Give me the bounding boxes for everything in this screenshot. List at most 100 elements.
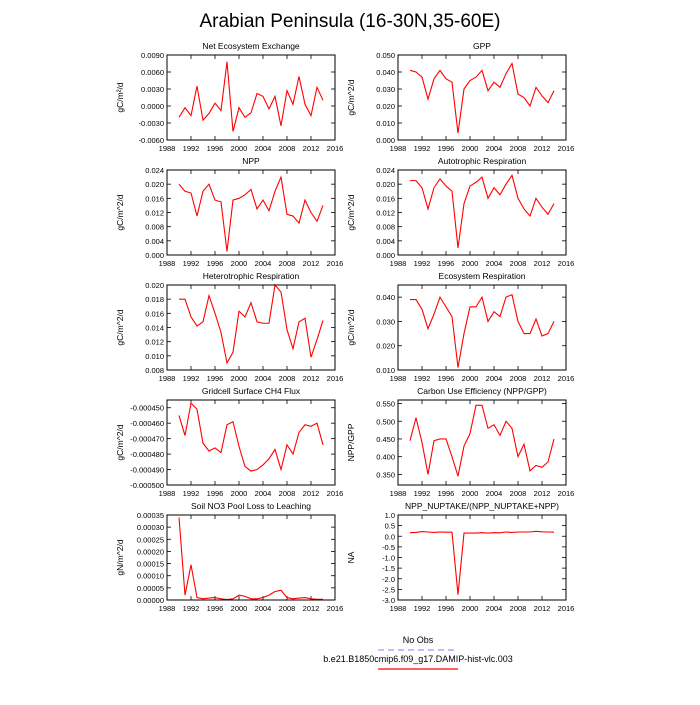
y-tick-label: 0.550 bbox=[376, 400, 395, 409]
y-tick-label: 0.008 bbox=[145, 223, 164, 232]
data-line bbox=[178, 61, 324, 132]
x-tick-label: 2016 bbox=[327, 259, 344, 268]
y-tick-label: 0.016 bbox=[145, 194, 164, 203]
panel-title: Autotrophic Respiration bbox=[438, 156, 527, 166]
x-tick-label: 1996 bbox=[207, 259, 224, 268]
y-tick-label: 0.5 bbox=[385, 522, 395, 531]
y-tick-label: 0.024 bbox=[145, 166, 164, 175]
y-tick-label: 0.0030 bbox=[141, 85, 164, 94]
x-tick-label: 2012 bbox=[534, 144, 551, 153]
x-tick-label: 2008 bbox=[510, 604, 527, 613]
x-tick-label: 1992 bbox=[414, 604, 431, 613]
x-tick-label: 2000 bbox=[231, 144, 248, 153]
y-tick-label: 0.016 bbox=[376, 194, 395, 203]
x-tick-label: 1992 bbox=[183, 144, 200, 153]
x-tick-label: 1992 bbox=[183, 374, 200, 383]
y-tick-label: -0.0060 bbox=[139, 136, 164, 145]
x-tick-label: 2000 bbox=[231, 489, 248, 498]
x-tick-label: 2012 bbox=[303, 374, 320, 383]
data-line bbox=[178, 401, 324, 472]
y-tick-label: -0.000460 bbox=[130, 419, 164, 428]
x-tick-label: 1988 bbox=[390, 489, 407, 498]
y-tick-label: -2.5 bbox=[382, 585, 395, 594]
y-axis-label: gC/m^2/d bbox=[346, 309, 356, 345]
plot-frame bbox=[397, 54, 567, 141]
x-tick-label: 2016 bbox=[327, 489, 344, 498]
x-tick-label: 2008 bbox=[510, 259, 527, 268]
y-axis-label: gC/m^2/d bbox=[346, 79, 356, 115]
y-tick-label: 0.350 bbox=[376, 470, 395, 479]
y-tick-label: -0.000500 bbox=[130, 481, 164, 490]
y-axis-label: gN/m^2/d bbox=[115, 539, 125, 575]
y-tick-label: 0.000 bbox=[376, 136, 395, 145]
x-tick-label: 2000 bbox=[462, 374, 479, 383]
x-tick-label: 2000 bbox=[231, 604, 248, 613]
x-tick-label: 2008 bbox=[510, 489, 527, 498]
x-tick-label: 1996 bbox=[207, 374, 224, 383]
x-tick-label: 1996 bbox=[438, 259, 455, 268]
y-tick-label: 0.030 bbox=[376, 317, 395, 326]
y-axis-label: gC/m^2/d bbox=[346, 194, 356, 230]
y-tick-label: 0.012 bbox=[145, 338, 164, 347]
plot-frame bbox=[397, 514, 567, 601]
y-axis-label: NA bbox=[346, 551, 356, 563]
x-tick-label: 2004 bbox=[255, 144, 272, 153]
y-tick-label: -0.000450 bbox=[130, 404, 164, 413]
plot-frame bbox=[397, 284, 567, 371]
panel-title: Net Ecosystem Exchange bbox=[202, 41, 300, 51]
x-tick-label: 2000 bbox=[462, 489, 479, 498]
y-tick-label: 0.024 bbox=[376, 166, 395, 175]
x-tick-label: 2000 bbox=[231, 374, 248, 383]
panel-title: NPP bbox=[242, 156, 260, 166]
data-line bbox=[409, 61, 555, 134]
y-tick-label: -1.5 bbox=[382, 564, 395, 573]
x-tick-label: 2016 bbox=[558, 144, 575, 153]
x-tick-label: 2004 bbox=[486, 604, 503, 613]
y-tick-label: -0.000470 bbox=[130, 435, 164, 444]
y-tick-label: 0.010 bbox=[145, 352, 164, 361]
plot-frame bbox=[397, 169, 567, 256]
x-tick-label: 2008 bbox=[510, 144, 527, 153]
x-tick-label: 1996 bbox=[207, 144, 224, 153]
panel-title: NPP_NUPTAKE/(NPP_NUPTAKE+NPP) bbox=[405, 501, 559, 511]
x-tick-label: 2000 bbox=[462, 259, 479, 268]
x-tick-label: 2012 bbox=[303, 604, 320, 613]
x-tick-label: 2012 bbox=[534, 604, 551, 613]
y-axis-label: gC/m²/d bbox=[115, 82, 125, 113]
y-tick-label: 0.020 bbox=[376, 342, 395, 351]
y-tick-label: -0.000480 bbox=[130, 450, 164, 459]
y-tick-label: 0.020 bbox=[145, 180, 164, 189]
x-tick-label: 1988 bbox=[390, 259, 407, 268]
data-line bbox=[179, 283, 324, 365]
x-tick-label: 2016 bbox=[327, 144, 344, 153]
data-line bbox=[410, 173, 555, 248]
y-tick-label: 0.0000 bbox=[141, 102, 164, 111]
x-tick-label: 1992 bbox=[183, 604, 200, 613]
x-tick-label: 1992 bbox=[414, 259, 431, 268]
y-tick-label: 0.018 bbox=[145, 295, 164, 304]
plot-frame bbox=[166, 169, 336, 256]
y-tick-label: 0.004 bbox=[376, 237, 395, 246]
x-tick-label: 1996 bbox=[438, 604, 455, 613]
x-tick-label: 1996 bbox=[207, 489, 224, 498]
x-tick-label: 2000 bbox=[231, 259, 248, 268]
data-line bbox=[409, 404, 555, 477]
panel-title: GPP bbox=[473, 41, 491, 51]
y-tick-label: 0.010 bbox=[376, 119, 395, 128]
x-tick-label: 1992 bbox=[183, 259, 200, 268]
y-tick-label: -0.0030 bbox=[139, 119, 164, 128]
x-tick-label: 2012 bbox=[303, 144, 320, 153]
figure-title: Arabian Peninsula (16-30N,35-60E) bbox=[199, 11, 500, 32]
y-axis-label: gC/m^2/d bbox=[115, 194, 125, 230]
data-line bbox=[178, 517, 323, 601]
x-tick-label: 2016 bbox=[558, 604, 575, 613]
x-tick-label: 1996 bbox=[438, 144, 455, 153]
panel-title: Soil NO3 Pool Loss to Leaching bbox=[191, 501, 311, 511]
x-tick-label: 2012 bbox=[534, 489, 551, 498]
plot-frame bbox=[166, 284, 336, 371]
y-tick-label: 0.010 bbox=[376, 366, 395, 375]
y-tick-label: 0.00030 bbox=[137, 523, 164, 532]
x-tick-label: 1992 bbox=[414, 489, 431, 498]
x-tick-label: 1988 bbox=[159, 144, 176, 153]
